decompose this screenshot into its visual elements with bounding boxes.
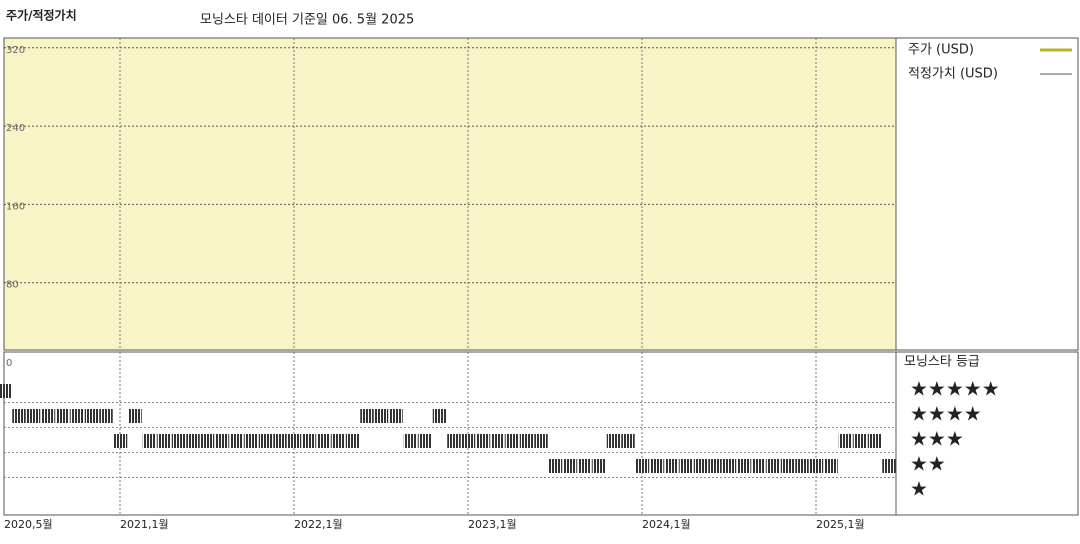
y-tick-label: 320 — [6, 45, 25, 56]
rating-bar — [490, 434, 505, 448]
rating-bar — [128, 409, 142, 423]
rating-bar — [563, 459, 577, 473]
rating-bar — [795, 459, 809, 473]
rating-bar — [171, 434, 186, 448]
rating-bar — [548, 459, 563, 473]
rating-bar — [55, 409, 70, 423]
rating-bar — [708, 459, 722, 473]
rating-bar — [635, 459, 650, 473]
x-tick-label: 2020,5월 — [4, 518, 53, 531]
rating-bar — [780, 459, 795, 473]
rating-bar — [99, 409, 113, 423]
rating-bar — [476, 434, 490, 448]
legend-box — [895, 37, 1079, 351]
rating-title: 모닝스타 등급 — [904, 355, 980, 370]
rating-bar — [389, 409, 403, 423]
rating-bar — [447, 434, 461, 448]
rating-bar — [534, 434, 548, 448]
rating-bar — [345, 434, 360, 448]
chart-subtitle: 모닝스타 데이터 기준일 06. 5월 2025 — [200, 13, 414, 28]
rating-bar — [418, 434, 432, 448]
rating-bar — [592, 459, 606, 473]
rating-panel — [3, 351, 897, 516]
rating-bar — [273, 434, 287, 448]
rating-bar — [737, 459, 751, 473]
rating-bar — [461, 434, 476, 448]
rating-bar — [679, 459, 693, 473]
rating-bar — [302, 434, 316, 448]
y-tick-label: 80 — [6, 280, 19, 291]
x-tick-label: 2022,1월 — [294, 518, 343, 531]
x-tick-label: 2025,1월 — [816, 518, 865, 531]
y-tick-label: 240 — [6, 123, 25, 134]
rating-bar — [142, 434, 157, 448]
rating-bar — [374, 409, 389, 423]
chart-title: 주가/적정가치 — [6, 8, 77, 23]
y-tick-label: 0 — [6, 358, 12, 369]
rating-bar — [70, 409, 84, 423]
rating-bar — [403, 434, 418, 448]
rating-bar — [0, 384, 12, 398]
rating-bar — [621, 434, 635, 448]
rating-bar — [113, 434, 128, 448]
legend-label: 적정가치 (USD) — [908, 67, 998, 82]
rating-bar — [316, 434, 331, 448]
rating-legend-box — [895, 351, 1079, 516]
rating-bar — [215, 434, 229, 448]
rating-bar — [722, 459, 737, 473]
rating-bar — [824, 459, 838, 473]
rating-bar — [244, 434, 258, 448]
rating-bar — [650, 459, 664, 473]
rating-bar — [664, 459, 679, 473]
rating-bar — [751, 459, 766, 473]
rating-level-label: ★★★ — [910, 427, 964, 451]
rating-bar — [853, 434, 867, 448]
rating-bar — [505, 434, 519, 448]
y-tick-label: 160 — [6, 201, 25, 212]
rating-level-label: ★★ — [910, 452, 946, 476]
rating-bar — [12, 409, 26, 423]
rating-bar — [766, 459, 780, 473]
rating-bar — [258, 434, 273, 448]
rating-bar — [331, 434, 345, 448]
rating-bar — [84, 409, 99, 423]
rating-bar — [519, 434, 534, 448]
rating-bar — [157, 434, 171, 448]
rating-level-label: ★★★★ — [910, 402, 982, 426]
rating-level-label: ★ — [910, 477, 928, 501]
rating-bar — [41, 409, 55, 423]
rating-bar — [229, 434, 244, 448]
rating-bar — [26, 409, 41, 423]
rating-bar — [360, 409, 374, 423]
rating-bar — [432, 409, 447, 423]
rating-bar — [867, 434, 882, 448]
x-tick-label: 2023,1월 — [468, 518, 517, 531]
rating-bar — [287, 434, 302, 448]
rating-bar — [809, 459, 824, 473]
rating-level-label: ★★★★★ — [910, 377, 1000, 401]
rating-bar — [693, 459, 708, 473]
x-tick-label: 2024,1월 — [642, 518, 691, 531]
rating-bar — [186, 434, 200, 448]
rating-bar — [882, 459, 896, 473]
rating-bar — [606, 434, 621, 448]
legend-label: 주가 (USD) — [908, 43, 974, 58]
x-tick-label: 2021,1월 — [120, 518, 169, 531]
rating-bar — [838, 434, 853, 448]
rating-bar — [577, 459, 592, 473]
price-panel — [3, 37, 897, 351]
rating-bar — [200, 434, 215, 448]
